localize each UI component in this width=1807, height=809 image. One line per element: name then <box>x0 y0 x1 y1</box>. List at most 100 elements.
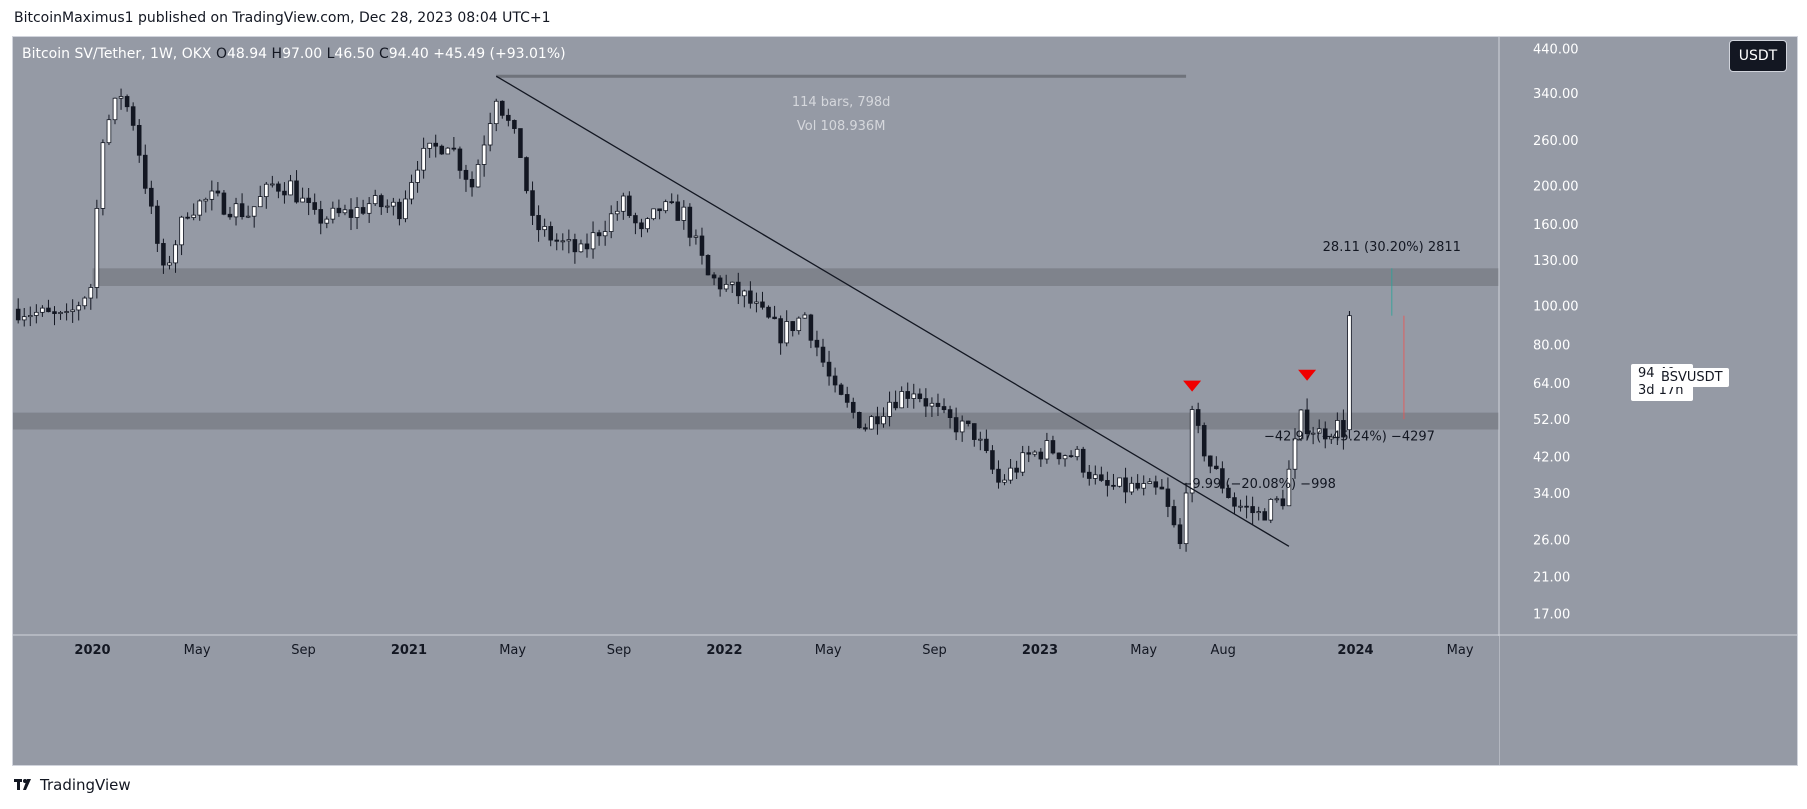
candle-body[interactable] <box>221 192 227 215</box>
candle-body[interactable] <box>1147 481 1153 484</box>
candle-body[interactable] <box>1153 481 1159 488</box>
candle-body[interactable] <box>657 208 662 212</box>
candle-body[interactable] <box>1093 474 1098 479</box>
chart-frame[interactable]: 114 bars, 798d Vol 108.936M 28.11 (30.20%)… <box>12 36 1798 766</box>
candle-body[interactable] <box>167 262 172 266</box>
candle-body[interactable] <box>130 106 136 126</box>
candle-body[interactable] <box>578 243 584 253</box>
candle-body[interactable] <box>645 218 650 230</box>
candle-body[interactable] <box>397 201 402 220</box>
candle-body[interactable] <box>614 210 620 215</box>
candle-body[interactable] <box>1165 488 1171 507</box>
candle-body[interactable] <box>651 208 656 220</box>
candle-body[interactable] <box>372 195 378 205</box>
candle-body[interactable] <box>530 190 535 216</box>
candle-body[interactable] <box>52 311 57 314</box>
candle-body[interactable] <box>336 207 342 214</box>
candle-body[interactable] <box>173 244 178 264</box>
candle-body[interactable] <box>796 317 802 332</box>
candle-body[interactable] <box>439 145 445 155</box>
candle-body[interactable] <box>572 239 578 253</box>
candle-body[interactable] <box>584 243 590 250</box>
candle-body[interactable] <box>215 190 221 194</box>
candle-body[interactable] <box>947 409 953 418</box>
candle-body[interactable] <box>1086 471 1092 479</box>
candle-body[interactable] <box>1335 420 1340 438</box>
candle-body[interactable] <box>82 297 88 307</box>
legend-symbol[interactable]: Bitcoin SV/Tether, 1W, OKX <box>22 46 212 62</box>
candle-body[interactable] <box>1238 505 1243 508</box>
candle-body[interactable] <box>850 401 856 413</box>
candle-body[interactable] <box>1201 425 1207 457</box>
candle-body[interactable] <box>984 438 989 451</box>
candle-body[interactable] <box>288 180 293 196</box>
candle-body[interactable] <box>1135 482 1140 489</box>
candle-body[interactable] <box>1286 468 1292 507</box>
candle-body[interactable] <box>1226 487 1231 499</box>
candle-body[interactable] <box>161 243 166 266</box>
candle-body[interactable] <box>409 182 414 200</box>
candle-body[interactable] <box>736 281 741 297</box>
candle-body[interactable] <box>1341 420 1346 438</box>
candle-body[interactable] <box>929 402 935 407</box>
candle-body[interactable] <box>524 157 529 192</box>
candle-body[interactable] <box>1111 484 1116 487</box>
candle-body[interactable] <box>391 201 396 207</box>
candle-body[interactable] <box>1117 477 1122 487</box>
candle-body[interactable] <box>306 197 311 203</box>
candle-body[interactable] <box>1159 486 1165 490</box>
candle-body[interactable] <box>1056 452 1062 460</box>
candle-body[interactable] <box>996 468 1001 483</box>
candle-body[interactable] <box>711 274 717 279</box>
candle-body[interactable] <box>378 195 384 208</box>
candle-body[interactable] <box>112 97 118 121</box>
candle-body[interactable] <box>1014 467 1019 473</box>
candle-body[interactable] <box>21 316 27 321</box>
candle-body[interactable] <box>1256 511 1261 514</box>
candle-body[interactable] <box>808 314 814 341</box>
candle-body[interactable] <box>875 416 880 425</box>
candle-body[interactable] <box>621 195 626 212</box>
candle-body[interactable] <box>58 312 63 314</box>
candle-body[interactable] <box>663 201 668 212</box>
candle-body[interactable] <box>457 148 463 171</box>
candle-body[interactable] <box>536 215 541 231</box>
candle-body[interactable] <box>385 205 390 208</box>
candle-body[interactable] <box>590 232 596 250</box>
candle-body[interactable] <box>1171 506 1177 526</box>
candle-body[interactable] <box>784 321 789 344</box>
candle-body[interactable] <box>1329 436 1334 440</box>
candle-body[interactable] <box>639 222 644 230</box>
candle-body[interactable] <box>687 206 693 238</box>
candle-body[interactable] <box>1292 438 1298 470</box>
candle-body[interactable] <box>282 190 287 196</box>
candle-body[interactable] <box>772 316 777 320</box>
candle-body[interactable] <box>990 450 995 470</box>
candle-body[interactable] <box>1129 482 1134 493</box>
candle-body[interactable] <box>94 208 100 288</box>
candle-body[interactable] <box>34 311 39 316</box>
candle-body[interactable] <box>790 321 796 332</box>
candle-body[interactable] <box>276 183 281 192</box>
candle-body[interactable] <box>300 197 305 203</box>
candle-body[interactable] <box>1008 467 1013 481</box>
candle-body[interactable] <box>106 119 112 144</box>
candle-body[interactable] <box>681 206 687 221</box>
candle-body[interactable] <box>693 235 699 238</box>
plot-area[interactable] <box>13 37 1499 635</box>
candle-body[interactable] <box>754 301 759 304</box>
candle-body[interactable] <box>838 384 844 395</box>
candle-body[interactable] <box>1207 455 1213 467</box>
candle-body[interactable] <box>1232 497 1237 507</box>
candle-body[interactable] <box>554 239 560 242</box>
candle-body[interactable] <box>778 318 783 344</box>
candle-body[interactable] <box>124 96 130 108</box>
candle-body[interactable] <box>1268 499 1274 521</box>
candle-body[interactable] <box>239 203 245 218</box>
candle-body[interactable] <box>1316 428 1322 434</box>
candle-body[interactable] <box>318 209 324 224</box>
candle-body[interactable] <box>469 178 475 188</box>
candle-body[interactable] <box>844 394 850 403</box>
candle-body[interactable] <box>245 215 251 218</box>
candle-body[interactable] <box>64 311 69 313</box>
